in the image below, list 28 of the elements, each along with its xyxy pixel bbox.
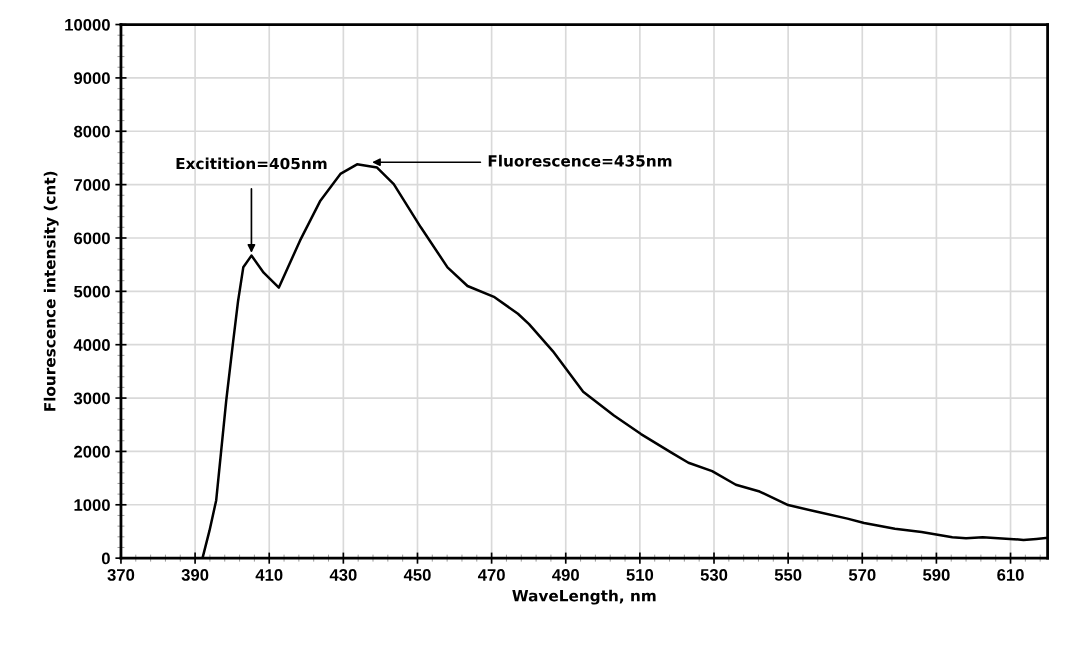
x-tick-label: 470 [477,569,505,581]
y-tick-label: 3000 [73,392,110,405]
y-tick-label: 4000 [73,339,110,351]
x-tick-label: 530 [700,569,728,581]
y-tick-label: 1000 [74,499,110,511]
x-tick-label: 510 [626,569,654,581]
y-tick-label: 10000 [65,18,110,31]
y-tick-label: 8000 [74,125,110,138]
y-tick-label: 9000 [74,72,110,85]
x-tick-label: 390 [181,569,209,581]
y-axis-title: Flourescence intensity (cnt) [43,171,59,411]
annotation: Excitition=405nm [176,157,327,170]
y-tick-label: 2000 [74,445,110,458]
y-tick-label: 5000 [73,285,110,298]
y-tick-label: 0 [101,552,110,565]
x-tick-label: 610 [997,569,1024,581]
x-tick-label: 370 [107,569,135,581]
x-tick-label: 490 [552,569,579,581]
x-tick-label: 430 [329,569,357,581]
x-tick-label: 550 [774,569,802,581]
y-tick-label: 6000 [74,232,110,245]
x-tick-label: 570 [848,569,876,581]
x-tick-label: 450 [403,569,431,581]
x-tick-label: 590 [923,569,950,581]
x-tick-label: 410 [255,569,283,581]
x-axis-title: WaveLength, nm [512,589,656,605]
annotation: Fluorescence=435nm [488,154,672,167]
y-tick-label: 7000 [74,179,110,191]
